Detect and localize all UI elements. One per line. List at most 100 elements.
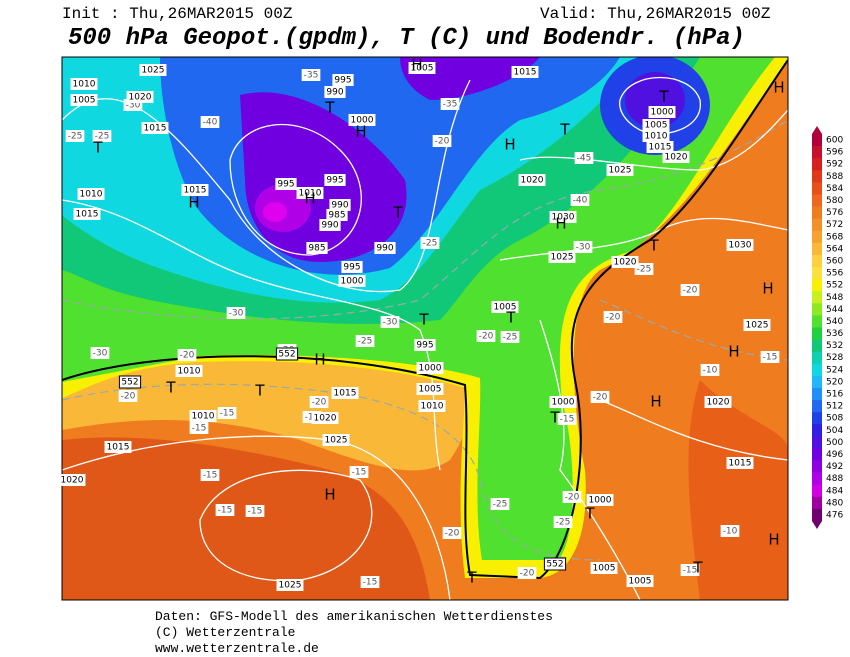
isobar <box>599 399 788 461</box>
colorbar-label: 584 <box>826 184 843 194</box>
colorbar-cell <box>812 146 822 159</box>
pressure-label-text: 990 <box>331 201 348 211</box>
pressure-center: H <box>355 123 366 141</box>
pressure-center: T <box>324 99 335 117</box>
init-time: Init : Thu,26MAR2015 00Z <box>62 5 293 23</box>
temperature-label-box <box>177 349 197 361</box>
temperature-label-box <box>573 241 593 253</box>
temperature-label-box <box>603 311 623 323</box>
pressure-label-text: 1000 <box>589 496 612 506</box>
pressure-label-box <box>726 457 754 469</box>
pressure-label: 1015 <box>726 457 754 469</box>
pressure-label-box <box>329 199 351 211</box>
colorbar-label: 480 <box>826 498 843 508</box>
colorbar-label: 556 <box>826 269 843 279</box>
temperature-label: -15 <box>557 413 577 425</box>
pressure-label: 990 <box>324 86 346 98</box>
colorbar-cell <box>812 424 822 437</box>
temperature-label-box <box>226 307 246 319</box>
temperature-label: -15 <box>760 351 780 363</box>
temperature-label: -15 <box>189 422 209 434</box>
temperature-label-box <box>553 516 573 528</box>
isobar <box>199 469 373 582</box>
temperature-label-text: -20 <box>683 286 698 296</box>
map-frame <box>61 56 789 601</box>
pressure-label-box <box>276 579 304 591</box>
pressure-label-text: 1030 <box>552 213 575 223</box>
pressure-label-text: 1010 <box>80 190 103 200</box>
temperature-label: -25 <box>92 130 112 142</box>
pressure-label: 1020 <box>611 256 639 268</box>
temperature-label-text: -25 <box>493 500 508 510</box>
pressure-center: H <box>314 351 325 369</box>
pressure-label-box <box>324 86 346 98</box>
pressure-label-text: 1005 <box>494 303 517 313</box>
pressure-label: 1010 <box>642 130 670 142</box>
pressure-label-box <box>662 151 690 163</box>
isobar <box>62 79 471 293</box>
map-labels: -30-25 -25-40-35-35-20-45-40-30-25-30-30-… <box>58 56 785 591</box>
temperature-label-text: -35 <box>304 71 319 81</box>
isobar <box>229 123 362 256</box>
pressure-label-box <box>322 434 350 446</box>
pressure-center: T <box>254 382 265 400</box>
colorbar-cell <box>812 327 822 340</box>
temperature-label-text: -15 <box>763 353 778 363</box>
colorbar-label: 520 <box>826 377 843 387</box>
temperature-label: -35 <box>440 98 460 110</box>
pressure-label: 1005 <box>626 575 654 587</box>
pressure-label-text: 1010 <box>178 367 201 377</box>
pressure-label-text: 1000 <box>552 398 575 408</box>
temperature-label-box <box>215 504 235 516</box>
temperature-label: -15 <box>245 505 265 517</box>
contour-552 <box>62 59 788 580</box>
temperature-label-text: -15 <box>683 566 698 576</box>
pressure-label-box <box>743 319 771 331</box>
temperature-label-text: -30 <box>229 309 244 319</box>
colorbar-label: 560 <box>826 256 843 266</box>
pressure-label: 995 <box>324 174 346 186</box>
colorbar-cell <box>812 254 822 268</box>
pressure-label-box <box>326 209 348 221</box>
pressure-label: 1015 <box>331 387 359 399</box>
temperature-label: -20 <box>590 391 610 403</box>
pressure-label-box <box>548 251 576 263</box>
isotherm <box>599 299 788 361</box>
temperature-label: -10 <box>720 525 740 537</box>
temperature-label-text: -15 <box>192 424 207 434</box>
temperature-label-box <box>309 396 329 408</box>
colorbar: 600 596 592 588 584 580 576 572 568 564 560 556 552 5… <box>812 126 843 529</box>
pressure-label-box <box>175 365 203 377</box>
temperature-label-box <box>432 135 452 147</box>
pressure-label-box <box>611 256 639 268</box>
pressure-label: 995 <box>332 74 354 86</box>
pressure-label-box <box>726 239 754 251</box>
temperature-label: -20 <box>680 284 700 296</box>
pressure-label: 1010 <box>296 187 324 199</box>
colorbar-label: 564 <box>826 244 843 254</box>
temperature-label: -15 <box>215 504 235 516</box>
temperature-label-text: -30 <box>93 349 108 359</box>
pressure-label: 1015 <box>73 208 101 220</box>
pressure-label-box <box>126 91 154 103</box>
pressure-label: 1000 <box>416 362 444 374</box>
temperature-label-box <box>200 116 220 128</box>
isobar <box>519 109 788 171</box>
temperature-label-box <box>517 567 537 579</box>
valid-time: Valid: Thu,26MAR2015 00Z <box>540 5 771 23</box>
temperature-label: -15 <box>217 407 237 419</box>
temperature-label-text: -35 <box>443 100 458 110</box>
colorbar-label: 544 <box>826 305 843 315</box>
temperature-label-text: -20 <box>312 398 327 408</box>
colorbar-label: 596 <box>826 148 843 158</box>
pressure-label-text: 1025 <box>609 166 632 176</box>
pressure-label-box <box>626 575 654 587</box>
temperature-label-text: -20 <box>479 332 494 342</box>
colorbar-cell <box>812 508 822 522</box>
colorbar-cell <box>812 496 822 510</box>
contour-label: 552 <box>275 347 299 361</box>
footer-line: Daten: GFS-Modell des amerikanischen Wet… <box>155 609 553 624</box>
temperature-label: -30 <box>226 307 246 319</box>
pressure-center: H <box>504 136 515 154</box>
